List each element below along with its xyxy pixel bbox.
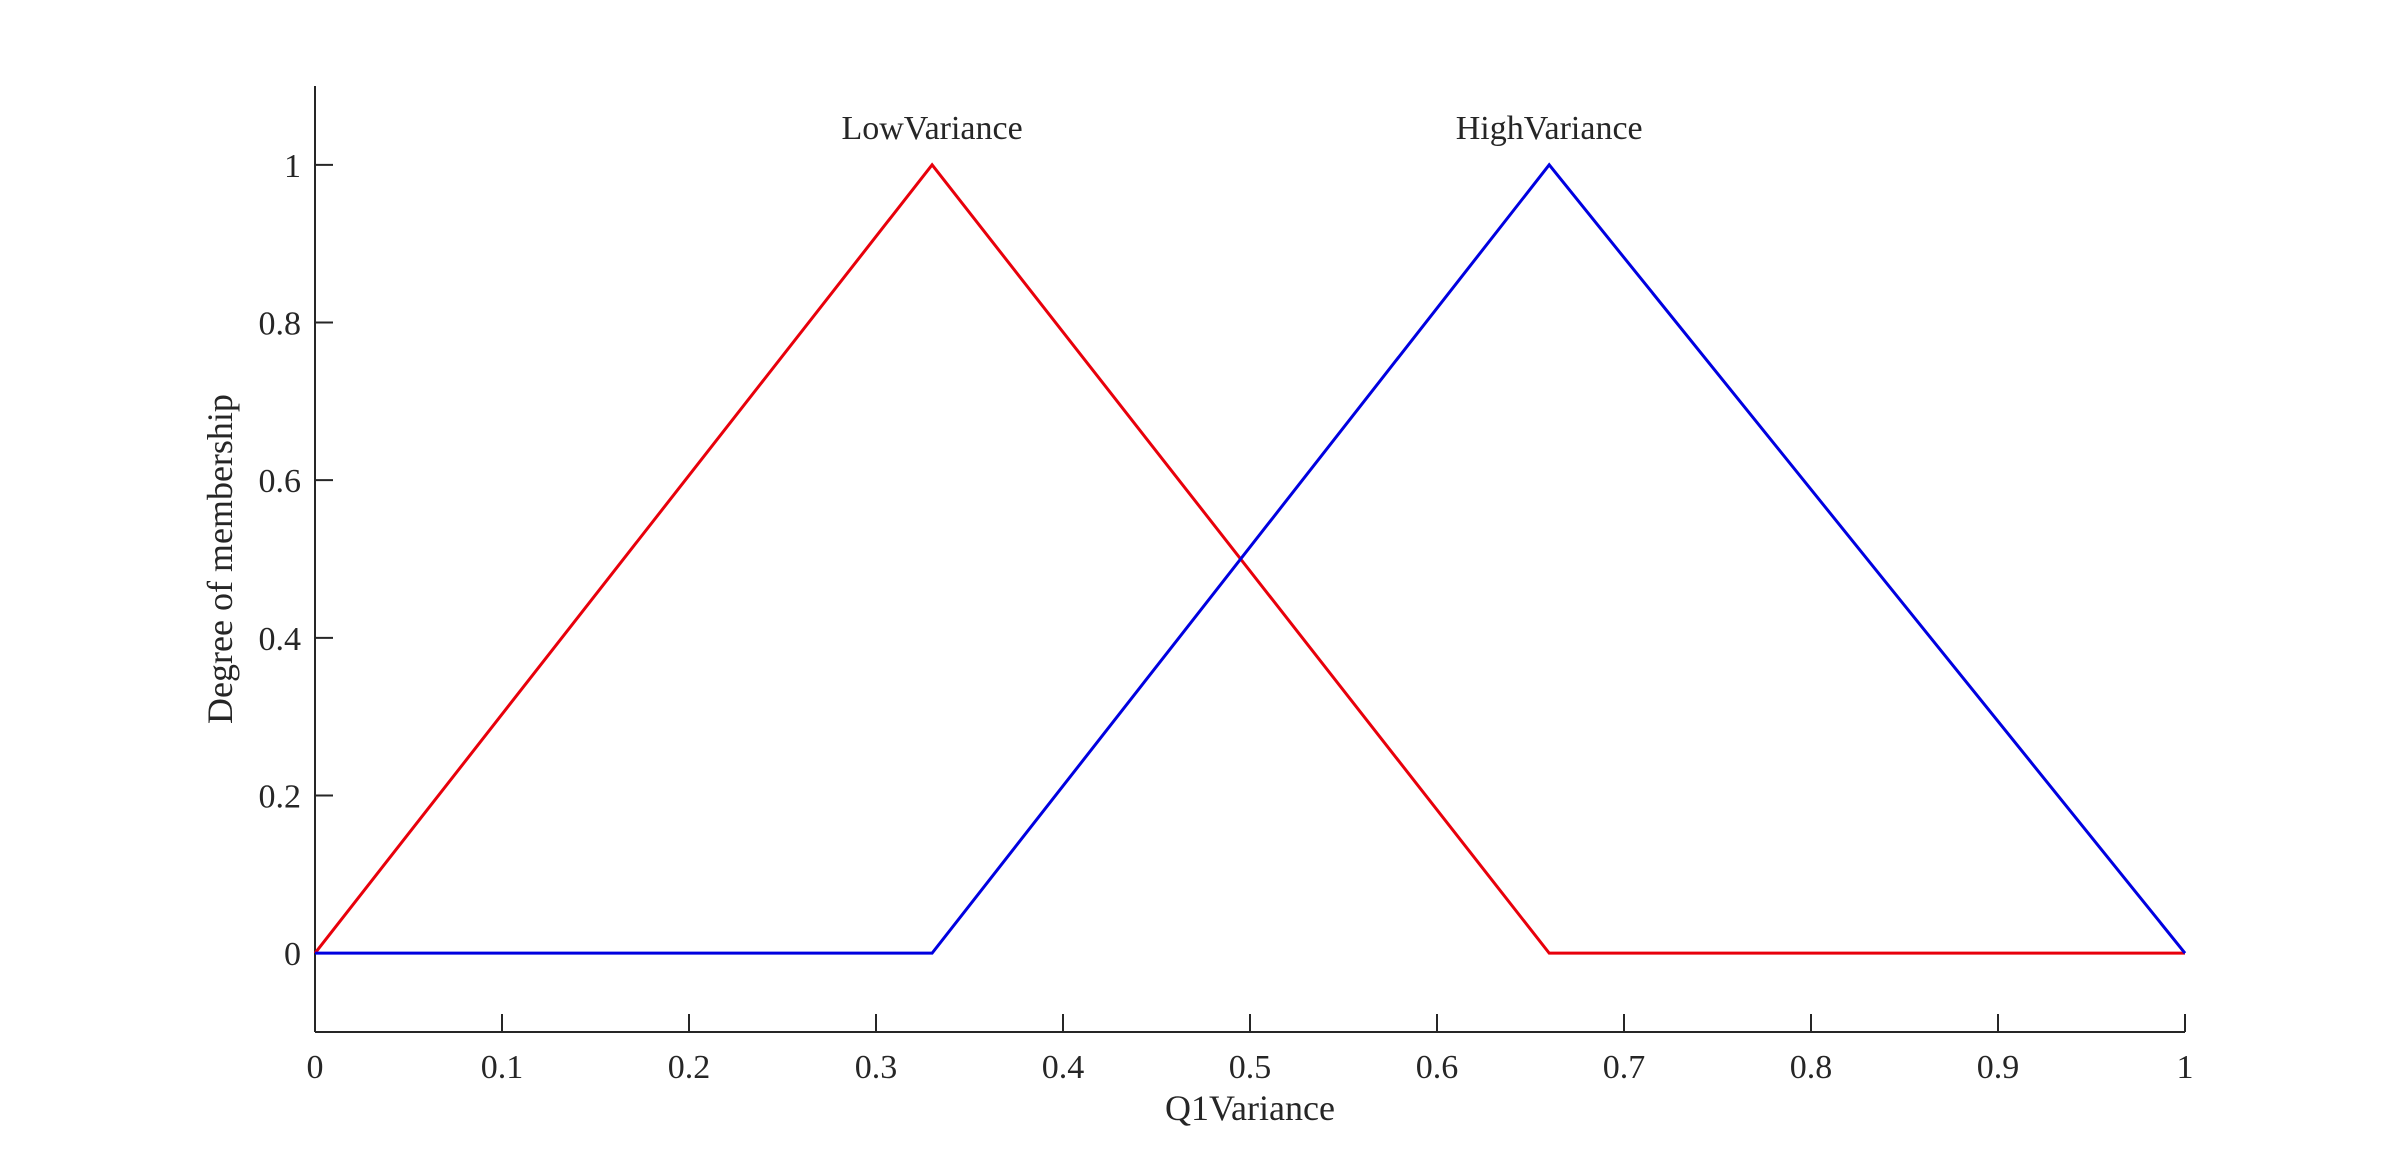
- series-labels: LowVariance HighVariance: [841, 110, 1642, 147]
- x-tick-label: 0.3: [855, 1049, 898, 1086]
- x-tick-label: 0.8: [1790, 1049, 1833, 1086]
- series-layer: [313, 162, 2187, 955]
- x-tick-label: 0.4: [1042, 1049, 1085, 1086]
- y-tick-label: 0.8: [259, 306, 302, 343]
- x-tick-label: 0.5: [1229, 1049, 1272, 1086]
- x-tick-label: 1: [2177, 1049, 2194, 1086]
- series-line-high-variance: [315, 162, 2187, 955]
- x-tick-label: 0.1: [481, 1049, 524, 1086]
- y-tick-label: 0.4: [259, 621, 302, 658]
- y-tick-label: 0.2: [259, 779, 302, 816]
- x-tick-label: 0.2: [668, 1049, 711, 1086]
- series-label-low-variance: LowVariance: [841, 110, 1022, 147]
- x-axis-label: Q1Variance: [1165, 1088, 1335, 1128]
- series-label-high-variance: HighVariance: [1456, 110, 1643, 147]
- x-tick-label: 0.6: [1416, 1049, 1459, 1086]
- y-tick-label: 0: [284, 936, 301, 973]
- ticks: 0 0.1 0.2 0.3 0.4 0.5 0.6 0.7 0.8 0.9 1 0 0.2 0.4 0.6 0…: [259, 148, 2194, 1086]
- y-tick-label: 0.6: [259, 463, 302, 500]
- y-axis-label: Degree of membership: [200, 394, 240, 724]
- axes: [314, 86, 2185, 1033]
- x-tick-label: 0: [307, 1049, 324, 1086]
- x-tick-label: 0.7: [1603, 1049, 1646, 1086]
- series-line-low-variance: [313, 162, 2185, 955]
- x-tick-label: 0.9: [1977, 1049, 2020, 1086]
- y-tick-label: 1: [284, 148, 301, 185]
